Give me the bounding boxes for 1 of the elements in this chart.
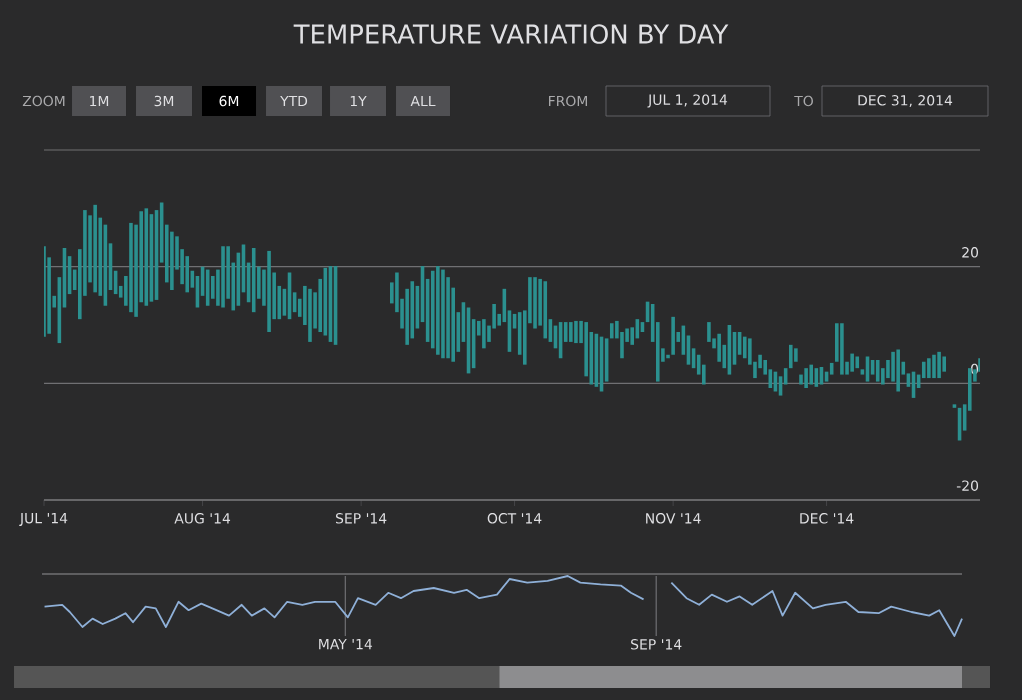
chart-title: TEMPERATURE VARIATION BY DAY [293, 24, 729, 44]
